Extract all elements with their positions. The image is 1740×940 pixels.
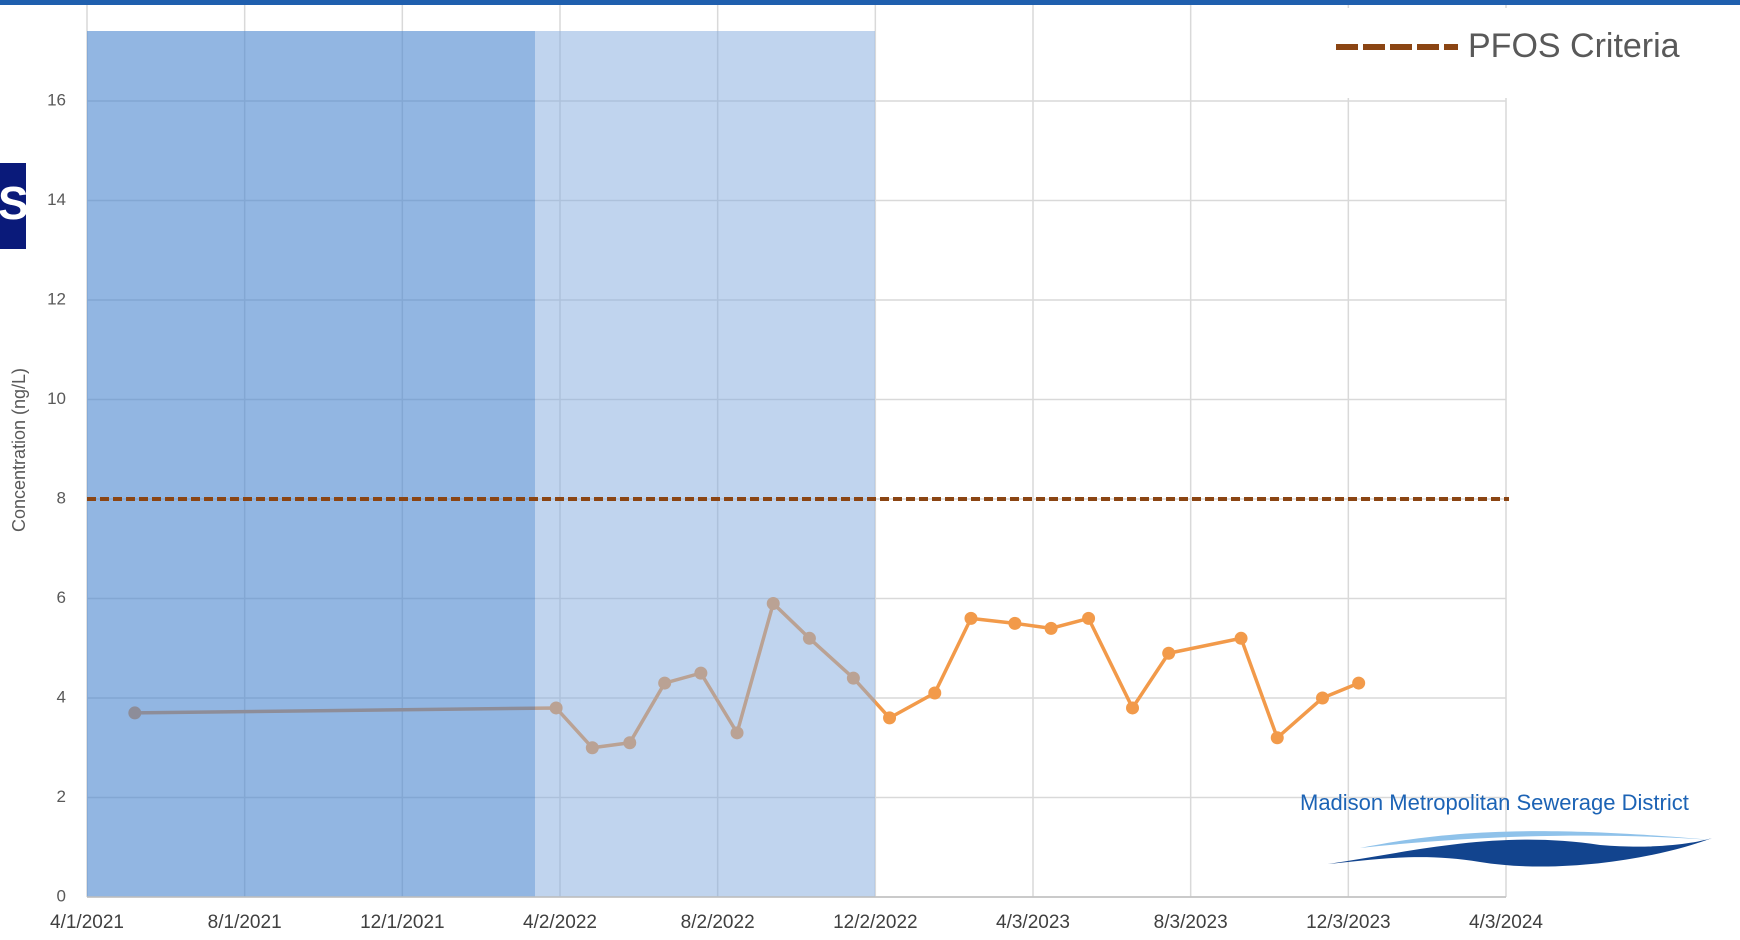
data-point xyxy=(1234,631,1248,645)
x-tick-label: 4/1/2021 xyxy=(50,912,124,933)
x-tick-label: 12/3/2023 xyxy=(1306,912,1391,933)
badge-text: S xyxy=(0,177,29,229)
y-tick-label: 2 xyxy=(57,787,66,806)
shaded-period xyxy=(87,31,535,897)
x-tick-label: 8/2/2022 xyxy=(681,912,755,933)
y-tick-label: 12 xyxy=(47,289,66,308)
shaded-period xyxy=(535,31,875,897)
data-point xyxy=(964,611,978,625)
logo-text: Madison Metropolitan Sewerage District xyxy=(1300,790,1689,815)
x-tick-label: 12/1/2021 xyxy=(360,912,445,933)
top-bar xyxy=(0,0,1740,5)
data-point xyxy=(1162,646,1176,660)
y-tick-label: 4 xyxy=(57,687,66,706)
x-tick-label: 8/3/2023 xyxy=(1154,912,1228,933)
logo-wave xyxy=(1328,838,1712,867)
x-tick-label: 8/1/2021 xyxy=(208,912,282,933)
badge xyxy=(0,163,26,249)
data-point xyxy=(1126,701,1140,715)
y-tick-label: 16 xyxy=(47,90,66,109)
x-tick-label: 4/2/2022 xyxy=(523,912,597,933)
data-point xyxy=(1270,731,1284,745)
y-tick-label: 10 xyxy=(47,389,66,408)
data-point xyxy=(1008,616,1022,630)
data-point xyxy=(1044,621,1058,635)
data-point xyxy=(1352,676,1366,690)
x-tick-label: 12/2/2022 xyxy=(833,912,918,933)
logo-wave xyxy=(1360,831,1712,848)
y-tick-label: 0 xyxy=(57,886,66,905)
x-tick-label: 4/3/2024 xyxy=(1469,912,1543,933)
data-point xyxy=(928,686,942,700)
y-tick-label: 8 xyxy=(57,488,66,507)
legend xyxy=(1308,8,1740,98)
data-point xyxy=(1082,611,1096,625)
x-tick-label: 4/3/2023 xyxy=(996,912,1070,933)
axes: 0 2 4 6 8 10 12 14 16 4/1/2021 8/1/2021 12/1/2021 4/… xyxy=(47,90,1543,933)
y-axis-label: Concentration (ng/L) xyxy=(9,368,29,532)
y-tick-label: 14 xyxy=(47,190,66,209)
y-tick-label: 6 xyxy=(57,588,66,607)
data-point xyxy=(883,711,897,725)
legend-label: PFOS Criteria xyxy=(1468,27,1680,65)
data-point xyxy=(1315,691,1329,705)
